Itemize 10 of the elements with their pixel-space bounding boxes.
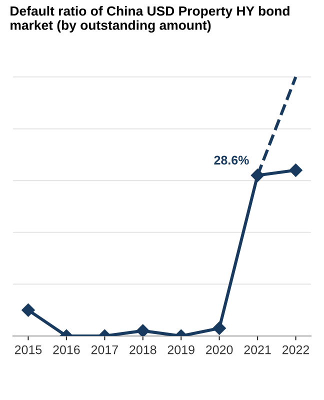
x-tick-label: 2019 [168,345,194,354]
x-tick-label: 2021 [244,345,271,354]
x-tick-label: 2020 [206,345,233,354]
x-tick-label: 2017 [91,345,118,354]
x-tick-label: 2018 [130,345,156,354]
x-tick-label: 2022 [282,345,310,354]
chart-title: Default ratio of China USD Property HY bond market (by outstanding amount) [10,6,290,33]
x-tick-label: 2015 [14,345,42,354]
annotation: 28.6% [214,156,249,165]
x-tick-label: 2016 [53,345,80,354]
